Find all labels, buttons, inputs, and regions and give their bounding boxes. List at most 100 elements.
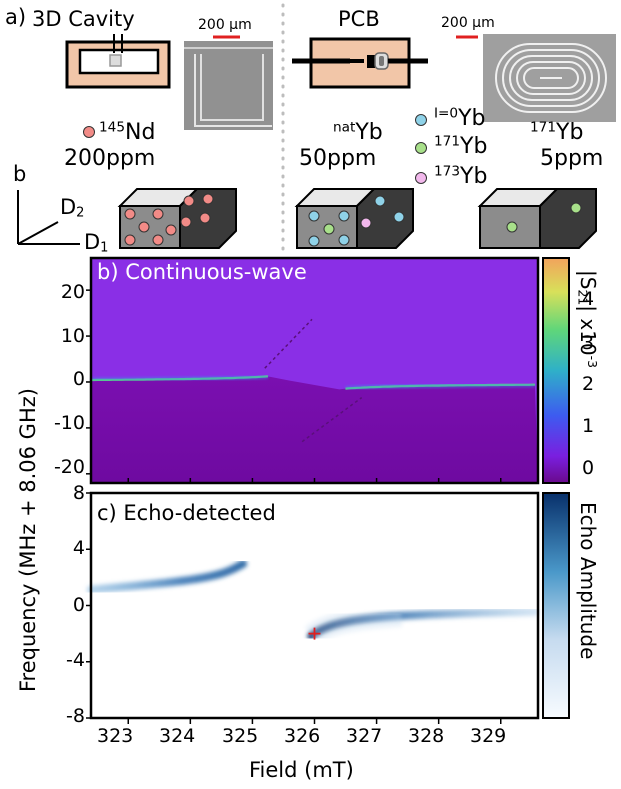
panel-c-ytick: -8 — [66, 705, 85, 727]
ion-dot — [124, 234, 136, 246]
x-tick-label: 326 — [284, 725, 321, 747]
panel-b-colorbar — [542, 257, 570, 484]
ion-dot — [360, 217, 372, 229]
legend-171-yb: 171Yb — [434, 133, 488, 159]
panel-c-ytick: 8 — [72, 482, 85, 504]
ion-dot — [165, 224, 177, 236]
isotope-superscript: nat — [333, 119, 356, 136]
x-tick-label: 325 — [222, 725, 259, 747]
colorbar-b-label-main: |S — [576, 270, 600, 290]
ion-dot — [199, 212, 211, 224]
colorbar-b-tick: 2 — [582, 373, 595, 395]
colorbar-b-label-exp: -3 — [584, 355, 600, 368]
panel-c-colorbar — [542, 492, 570, 719]
axis-d1-subscript: 1 — [100, 240, 109, 256]
element-symbol: Yb — [458, 106, 486, 131]
panel-b-ytick: 10 — [60, 325, 85, 347]
panel-b-label: b) Continuous-wave — [97, 260, 307, 284]
x-tick-label: 323 — [97, 725, 134, 747]
ion-dot — [183, 195, 195, 207]
isotope-superscript: 145 — [99, 119, 126, 136]
panel-b-ytick: -20 — [53, 456, 85, 478]
element-symbol: Yb — [460, 134, 488, 159]
panel-b-ytick: 20 — [60, 281, 85, 303]
colorbar-b-tick: 3 — [582, 332, 595, 354]
ion-dot — [338, 234, 350, 246]
sample-171yb-element: 171Yb — [530, 119, 583, 144]
cube-171yb — [477, 188, 597, 249]
ion-dot — [152, 208, 164, 220]
axis-b-label: b — [13, 162, 27, 186]
x-tick-label: 327 — [346, 725, 383, 747]
element-symbol: Nd — [125, 120, 156, 145]
pcb-schematic — [292, 37, 428, 89]
element-symbol: Yb — [460, 164, 488, 189]
colorbar-b-label: |S21| x10-3 — [575, 270, 600, 368]
ion-dot — [570, 202, 582, 214]
y-axis-label: Frequency (MHz + 8.06 GHz) — [16, 388, 40, 692]
ion-dot — [138, 221, 150, 233]
panel-c-ytick: 0 — [72, 594, 85, 616]
ion-dot — [124, 208, 136, 220]
panel-c-label: c) Echo-detected — [97, 501, 276, 525]
ion-dot — [323, 223, 335, 235]
panel-c-ytick: -4 — [66, 649, 85, 671]
x-tick-label: 329 — [470, 725, 507, 747]
isotope-superscript: 171 — [434, 133, 461, 150]
legend-dot-i0 — [415, 114, 427, 126]
sample-nd-element: 145Nd — [99, 119, 156, 145]
ion-dot — [202, 193, 214, 205]
x-axis-label: Field (mT) — [249, 758, 354, 782]
ion-dot — [308, 210, 320, 222]
legend-dot-173 — [415, 172, 427, 184]
axis-d1-letter: D — [84, 230, 101, 254]
pcb-label: PCB — [338, 7, 380, 31]
sample-natyb-element: natYb — [333, 119, 383, 145]
x-tick-label: 328 — [408, 725, 445, 747]
x-tick-label: 324 — [159, 725, 196, 747]
cavity-label: 3D Cavity — [32, 7, 135, 31]
colorbar-b-tick: 0 — [582, 457, 595, 479]
axis-d2-letter: D — [60, 195, 77, 219]
isotope-superscript: 171 — [530, 119, 557, 136]
panel-a-graphics — [17, 3, 616, 252]
sample-natyb-concentration: 50ppm — [299, 146, 377, 171]
colorbar-b-label-end: | x10 — [576, 305, 600, 356]
ion-dot — [393, 211, 405, 223]
cube-nd — [117, 188, 237, 249]
ion-dot — [374, 195, 386, 207]
isotope-superscript: I=0 — [434, 105, 459, 122]
panel-c-heatmap — [87, 491, 540, 720]
cube-natyb — [294, 188, 414, 249]
panel-b-ytick: -10 — [53, 412, 85, 434]
panel-b-ytick: 0 — [72, 368, 85, 390]
panel-a-label: a) — [5, 5, 27, 29]
colorbar-b-tick: 4 — [582, 288, 595, 310]
panel-b-heatmap — [89, 256, 540, 485]
sample-nd-concentration: 200ppm — [64, 146, 156, 171]
colorbar-c-label: Echo Amplitude — [576, 502, 600, 660]
ion-dot — [180, 216, 192, 228]
panel-c-ytick: 4 — [72, 537, 85, 559]
scale-label-left: 200 μm — [198, 17, 252, 33]
sem-image-pcb — [483, 34, 616, 122]
ion-dot — [308, 235, 320, 247]
isotope-superscript: 173 — [434, 163, 461, 180]
sem-image-cavity — [184, 41, 273, 130]
ion-dot — [338, 210, 350, 222]
axis-d1-label: D1 — [84, 230, 109, 256]
scale-label-right: 200 μm — [441, 15, 495, 31]
element-symbol: Yb — [355, 120, 383, 145]
axis-d2-subscript: 2 — [76, 205, 85, 221]
legend-i0-yb: I=0Yb — [434, 105, 486, 131]
legend-173-yb: 173Yb — [434, 163, 488, 189]
colorbar-b-tick: 1 — [582, 415, 595, 437]
legend-dot-nd — [83, 126, 95, 138]
ion-dot — [506, 221, 518, 233]
cavity-schematic — [65, 34, 171, 89]
ion-dot — [152, 234, 164, 246]
crystal-axes — [17, 190, 80, 245]
axis-d2-label: D2 — [60, 195, 85, 221]
legend-dot-171 — [415, 142, 427, 154]
colorbar-b-label-sub: 21 — [575, 289, 591, 306]
